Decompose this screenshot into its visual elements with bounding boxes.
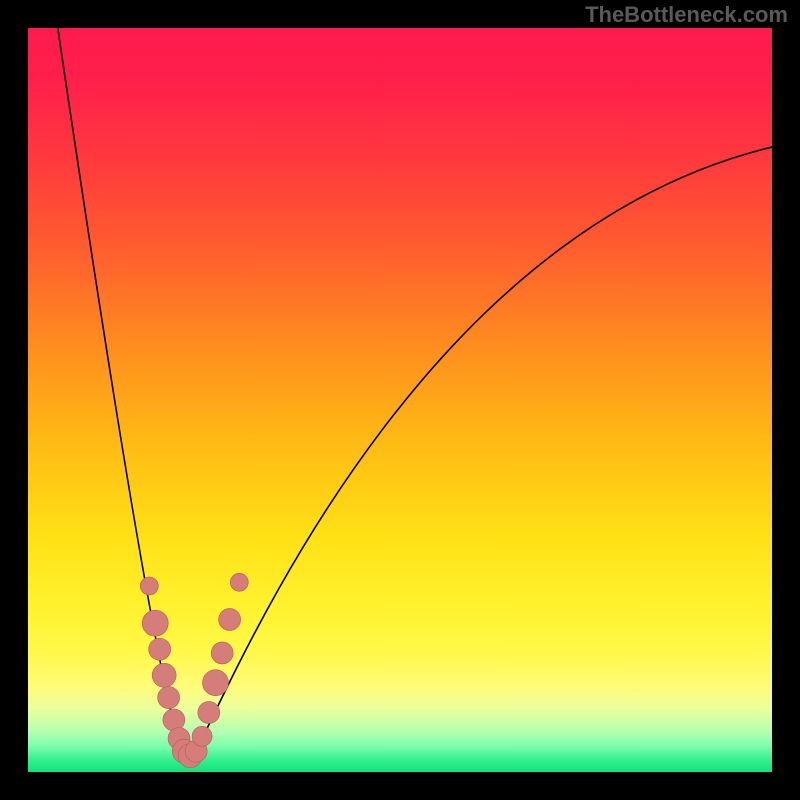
data-marker — [158, 687, 180, 709]
plot-area — [28, 28, 772, 772]
data-marker — [198, 701, 220, 723]
data-marker — [149, 638, 171, 660]
curve-layer — [28, 28, 772, 772]
data-marker — [219, 608, 241, 630]
data-marker — [192, 726, 212, 746]
data-marker — [202, 670, 228, 696]
watermark-text: TheBottleneck.com — [585, 2, 788, 28]
chart-root: TheBottleneck.com — [0, 0, 800, 800]
data-marker — [211, 642, 233, 664]
data-marker — [152, 663, 176, 687]
data-marker — [230, 573, 248, 591]
marker-group — [140, 573, 248, 767]
data-marker — [140, 577, 158, 595]
data-marker — [142, 610, 168, 636]
